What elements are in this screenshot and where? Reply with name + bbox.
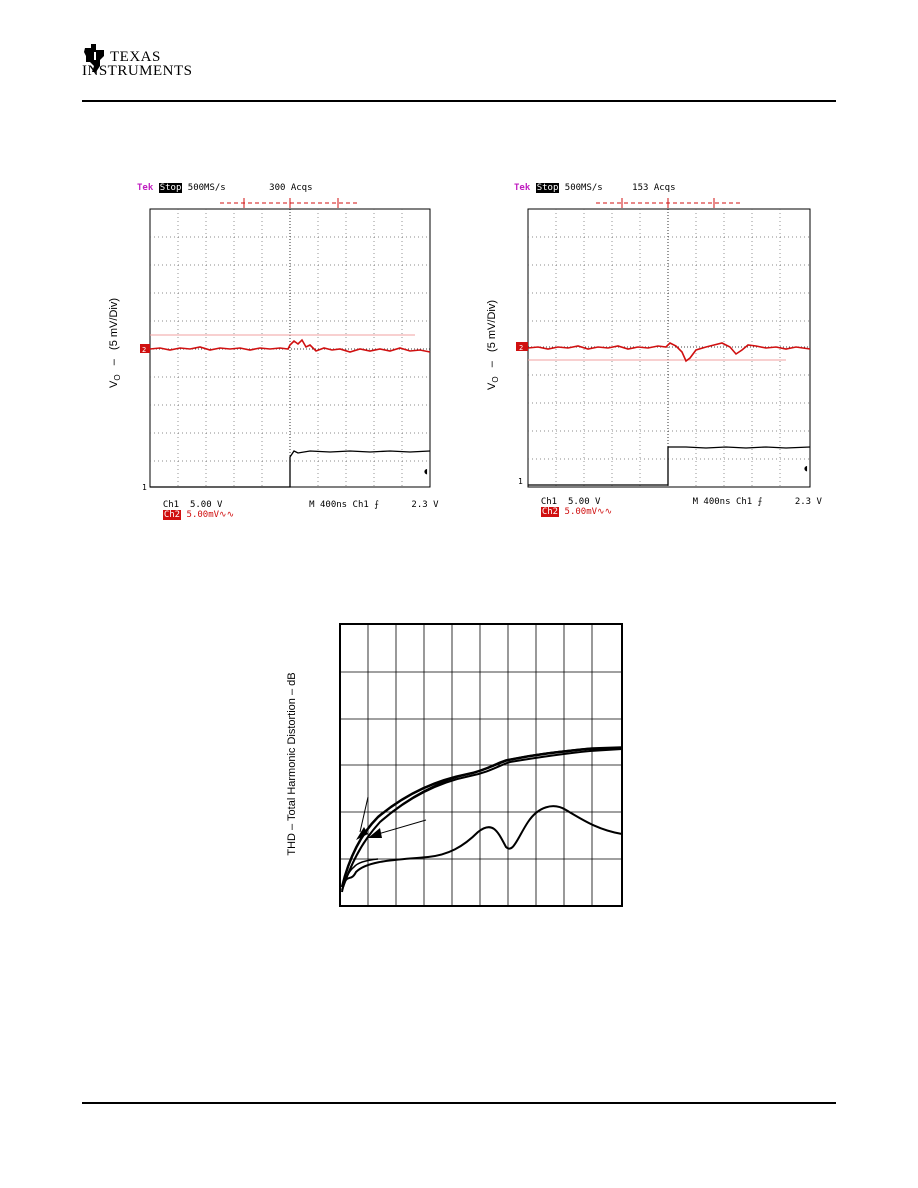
ch2-trace	[527, 342, 811, 363]
foot-time: M 400ns	[309, 500, 348, 510]
foot-ch1: Ch1	[162, 500, 180, 510]
foot-trigger: Ch1 ⨍	[352, 500, 379, 510]
header-rule	[82, 100, 836, 102]
scope-right-screen: 2 1 ◖	[516, 198, 811, 488]
thd-grid	[340, 624, 622, 906]
scope-left-header: Tek Stop 500MS/s 300 Acqs	[137, 183, 313, 193]
ch2-marker-label: 2	[519, 344, 523, 352]
scope-right-footer: Ch1 5.00 V M 400ns Ch1 ⨍ 2.3 V	[530, 487, 822, 507]
foot-ch2-value: 5.00mV∿∿	[186, 510, 235, 520]
foot-time: M 400ns	[692, 497, 731, 507]
foot-ch2-value: 5.00mV∿∿	[564, 507, 613, 517]
foot-ch1: Ch1	[540, 497, 558, 507]
arrowhead-icon	[356, 827, 368, 840]
ch2-ground-marker	[140, 344, 150, 353]
trigger-level-marker: ◖	[423, 467, 428, 477]
scope-rate: 500MS/s	[564, 183, 603, 193]
scope-right-footer-ch2: Ch2 5.00mV∿∿	[530, 497, 612, 517]
thd-curve-upper-c	[343, 746, 623, 885]
scope-right-ylabel: VO – (5 mV/Div)	[486, 300, 501, 390]
scope-brand: Tek	[137, 183, 154, 193]
annotation-leader-2	[377, 819, 427, 835]
ch1-marker-label: 1	[518, 477, 523, 486]
scope-brand: Tek	[514, 183, 531, 193]
scope-acqs: 153 Acqs	[632, 183, 676, 193]
ch1-marker-label: 1	[142, 483, 147, 492]
ti-logo-icon	[84, 44, 104, 72]
ch1-trace	[150, 450, 431, 488]
ch1-trace	[528, 446, 811, 486]
foot-ch1-value: 5.00 V	[567, 497, 601, 507]
arrowhead-icon	[368, 828, 382, 838]
ti-logo: Texas Instruments	[82, 42, 202, 82]
thd-curve-lower	[341, 805, 623, 893]
scope-acqs: 300 Acqs	[269, 183, 313, 193]
scope-right-header: Tek Stop 500MS/s 153 Acqs	[514, 183, 676, 193]
scope-left-ylabel: VO – (5 mV/Div)	[108, 298, 123, 388]
scope-left-screen: 2 1 ◖	[140, 198, 431, 492]
logo-texas: Texas	[110, 49, 161, 65]
foot-level: 2.3 V	[794, 497, 822, 507]
annotation-leader-1	[359, 796, 369, 833]
foot-ch2: Ch2	[540, 507, 560, 517]
thd-chart	[339, 623, 623, 907]
trigger-level-marker: ◖	[803, 464, 808, 474]
footer-rule	[82, 1102, 836, 1104]
scope-state: Stop	[158, 183, 183, 193]
scope-left-footer: Ch1 5.00 V M 400ns Ch1 ⨍ 2.3 V	[152, 490, 439, 510]
ch2-trace	[149, 338, 431, 353]
scope-left-footer-ch2: Ch2 5.00mV∿∿	[152, 500, 234, 520]
foot-ch2: Ch2	[162, 510, 182, 520]
ch2-ground-marker	[516, 342, 528, 351]
foot-ch1-value: 5.00 V	[189, 500, 223, 510]
thd-curve-lower-b	[341, 858, 379, 888]
foot-trigger: Ch1 ⨍	[735, 497, 763, 507]
scope-rate: 500MS/s	[187, 183, 226, 193]
foot-level: 2.3 V	[411, 500, 439, 510]
scope-state: Stop	[535, 183, 560, 193]
ch2-marker-label: 2	[142, 346, 146, 354]
logo-instruments: Instruments	[82, 63, 193, 79]
thd-ylabel: THD – Total Harmonic Distortion – dB	[286, 672, 298, 856]
